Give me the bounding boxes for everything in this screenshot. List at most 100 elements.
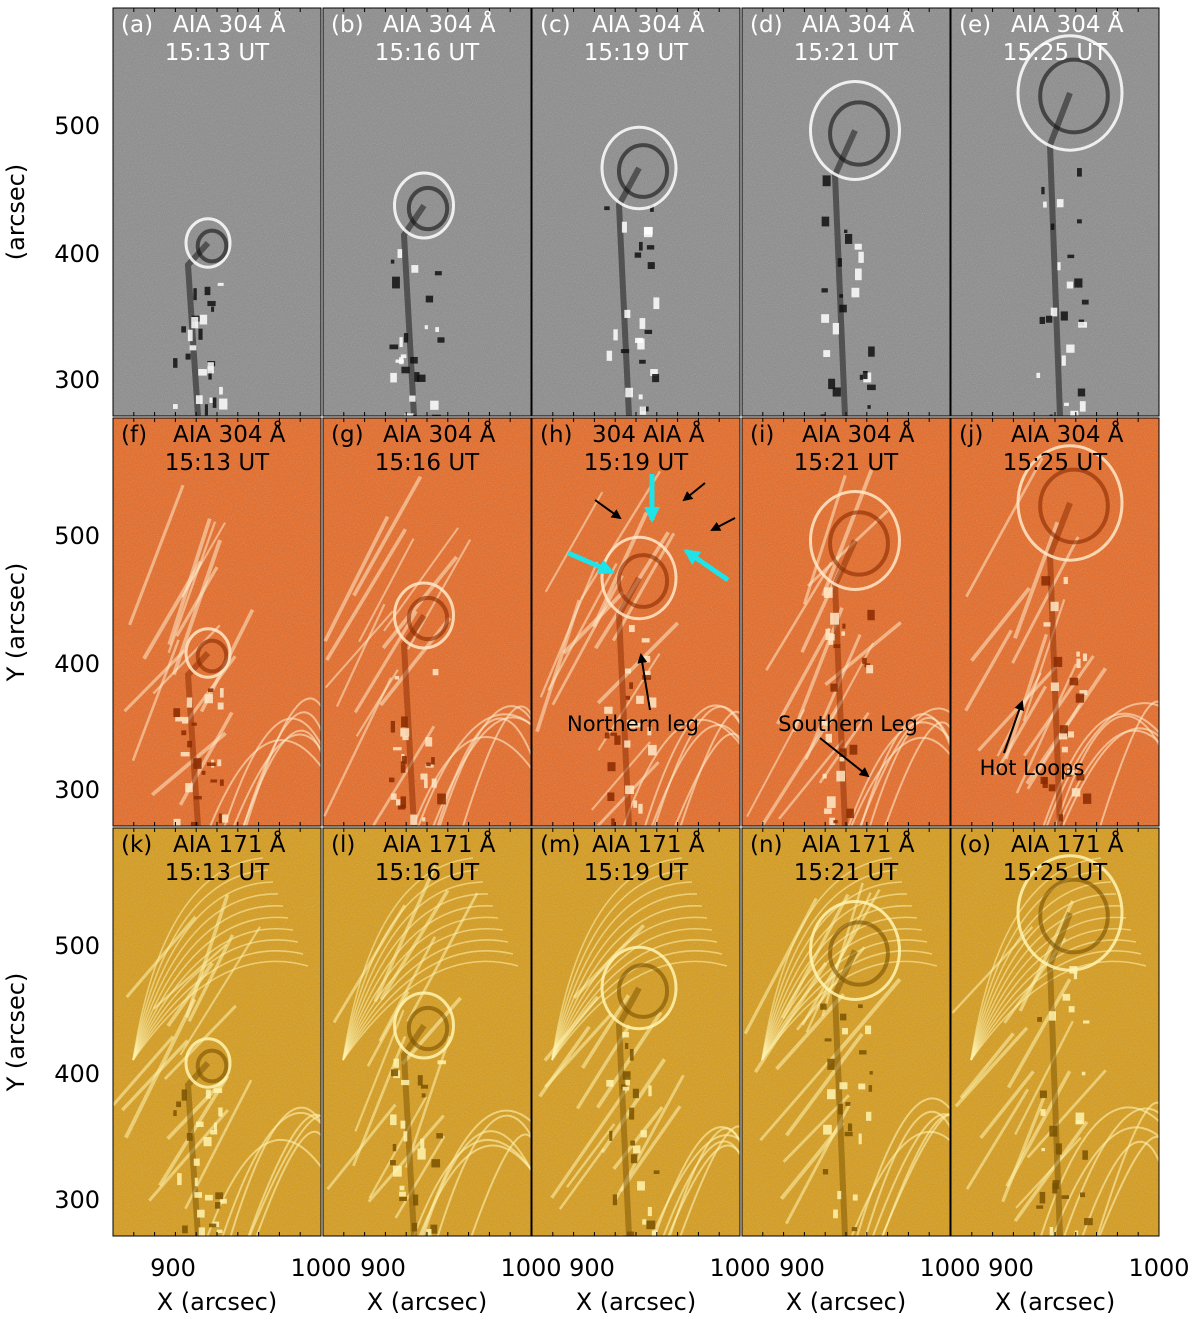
panel-label: (k)	[121, 832, 152, 858]
annotation-southern-leg: Southern Leg	[778, 712, 918, 736]
panel-time: 15:21 UT	[794, 450, 899, 476]
y-axis-label: (arcsec)	[2, 164, 30, 260]
panel-time: 15:21 UT	[794, 40, 899, 66]
panel-noise-texture	[532, 8, 740, 416]
x-axis-label: X (arcsec)	[576, 1288, 697, 1316]
panel-channel: AIA 304 Å	[173, 420, 286, 448]
panel-noise-texture	[323, 8, 531, 416]
panel-noise-texture	[742, 418, 950, 826]
panel-noise-texture	[113, 418, 321, 826]
panel-solar-features	[1016, 34, 1124, 416]
x-tick-label: 1000	[1128, 1254, 1189, 1282]
panel-solar-features	[746, 469, 950, 826]
black-arrow	[594, 499, 622, 520]
annotation-hot-loops: Hot Loops	[980, 756, 1085, 780]
panel-label: (j)	[959, 422, 983, 448]
panel-label: (m)	[540, 832, 580, 858]
y-tick-label: 500	[54, 522, 100, 550]
panel-label: (b)	[331, 12, 364, 38]
panel-l: (l) AIA 171 Å15:16 UT	[322, 827, 532, 1237]
x-axis-label: X (arcsec)	[995, 1288, 1116, 1316]
panel-label: (h)	[540, 422, 573, 448]
panel-label: (o)	[959, 832, 991, 858]
panel-noise-texture	[532, 418, 740, 826]
panel-time: 15:16 UT	[375, 450, 480, 476]
cyan-arrow	[683, 548, 730, 583]
annotation-northern-leg: Northern leg	[567, 712, 699, 736]
panel-channel: AIA 171 Å	[383, 830, 496, 858]
panel-label: (e)	[959, 12, 991, 38]
panel-d: (d) AIA 304 Å15:21 UT	[741, 7, 951, 417]
panel-label: (l)	[331, 832, 355, 858]
panel-g: (g) AIA 304 Å15:16 UT	[322, 417, 532, 827]
cyan-arrow	[567, 550, 615, 575]
panel-time: 15:25 UT	[1003, 450, 1108, 476]
x-tick-label: 1000	[500, 1254, 561, 1282]
y-tick-label: 300	[54, 1186, 100, 1214]
panel-solar-features	[535, 470, 740, 826]
panel-label: (d)	[750, 12, 783, 38]
y-tick-label: 300	[54, 366, 100, 394]
x-tick-label: 900	[779, 1254, 825, 1282]
panel-time: 15:13 UT	[165, 450, 270, 476]
x-axis-label: X (arcsec)	[367, 1288, 488, 1316]
panel-time: 15:19 UT	[584, 860, 689, 886]
black-arrow	[682, 482, 706, 502]
y-axis-label: Y (arcsec)	[2, 563, 30, 683]
panel-h: (h) 304 AIA Å15:19 UT	[531, 417, 741, 827]
panel-solar-features	[600, 125, 678, 416]
y-tick-label: 400	[54, 240, 100, 268]
panel-j: (j) AIA 304 Å15:25 UT	[950, 417, 1160, 827]
panel-noise-texture	[323, 418, 531, 826]
panel-channel: AIA 304 Å	[173, 10, 286, 38]
panel-channel: AIA 304 Å	[1011, 10, 1124, 38]
panel-time: 15:16 UT	[375, 860, 480, 886]
x-tick-label: 900	[569, 1254, 615, 1282]
annotations-layer: Northern leg Southern Leg Hot Loops	[567, 474, 1084, 780]
panel-channel: 304 AIA Å	[592, 420, 705, 448]
black-arrow	[819, 737, 870, 778]
axes-layer: 500 400 300 (arcsec) 500 400 300 Y (arcsec) 500 4…	[2, 112, 1190, 1316]
panel-channel: AIA 304 Å	[383, 420, 496, 448]
panel-n: (n) AIA 171 Å15:21 UT	[741, 827, 951, 1237]
panel-label: (f)	[121, 422, 147, 448]
panel-noise-texture	[742, 8, 950, 416]
y-axis-label: Y (arcsec)	[2, 973, 30, 1093]
panel-channel: AIA 304 Å	[592, 10, 705, 38]
panel-channel: AIA 171 Å	[592, 830, 705, 858]
panel-label: (n)	[750, 832, 783, 858]
panel-channel: AIA 171 Å	[1011, 830, 1124, 858]
x-tick-label: 900	[150, 1254, 196, 1282]
panels-layer: (a) AIA 304 Å15:13 UT(b) AIA 304 Å15:16 UT…	[112, 7, 1160, 1237]
x-tick-label: 1000	[290, 1254, 351, 1282]
x-tick-label: 900	[360, 1254, 406, 1282]
panel-label: (a)	[121, 12, 153, 38]
panel-b: (b) AIA 304 Å15:16 UT	[322, 7, 532, 417]
panel-solar-features	[323, 475, 531, 826]
panel-label: (g)	[331, 422, 364, 448]
y-tick-label: 300	[54, 776, 100, 804]
y-tick-label: 500	[54, 932, 100, 960]
x-tick-label: 900	[988, 1254, 1034, 1282]
black-arrow	[1003, 700, 1025, 754]
panel-channel: AIA 304 Å	[802, 420, 915, 448]
panel-time: 15:21 UT	[794, 860, 899, 886]
y-tick-label: 500	[54, 112, 100, 140]
panel-solar-features	[326, 857, 531, 1236]
panel-solar-features	[809, 80, 901, 416]
panel-time: 15:13 UT	[165, 40, 270, 66]
panel-channel: AIA 171 Å	[802, 830, 915, 858]
panel-time: 15:19 UT	[584, 40, 689, 66]
panel-time: 15:13 UT	[165, 860, 270, 886]
panel-e: (e) AIA 304 Å15:25 UT	[950, 7, 1160, 417]
panel-channel: AIA 304 Å	[1011, 420, 1124, 448]
black-arrow	[637, 653, 651, 711]
panel-time: 15:25 UT	[1003, 40, 1108, 66]
panel-time: 15:19 UT	[584, 450, 689, 476]
panel-channel: AIA 304 Å	[383, 10, 496, 38]
panel-solar-features	[113, 857, 321, 1236]
panel-solar-features	[389, 171, 455, 416]
panel-channel: AIA 304 Å	[802, 10, 915, 38]
panel-label: (c)	[540, 12, 571, 38]
